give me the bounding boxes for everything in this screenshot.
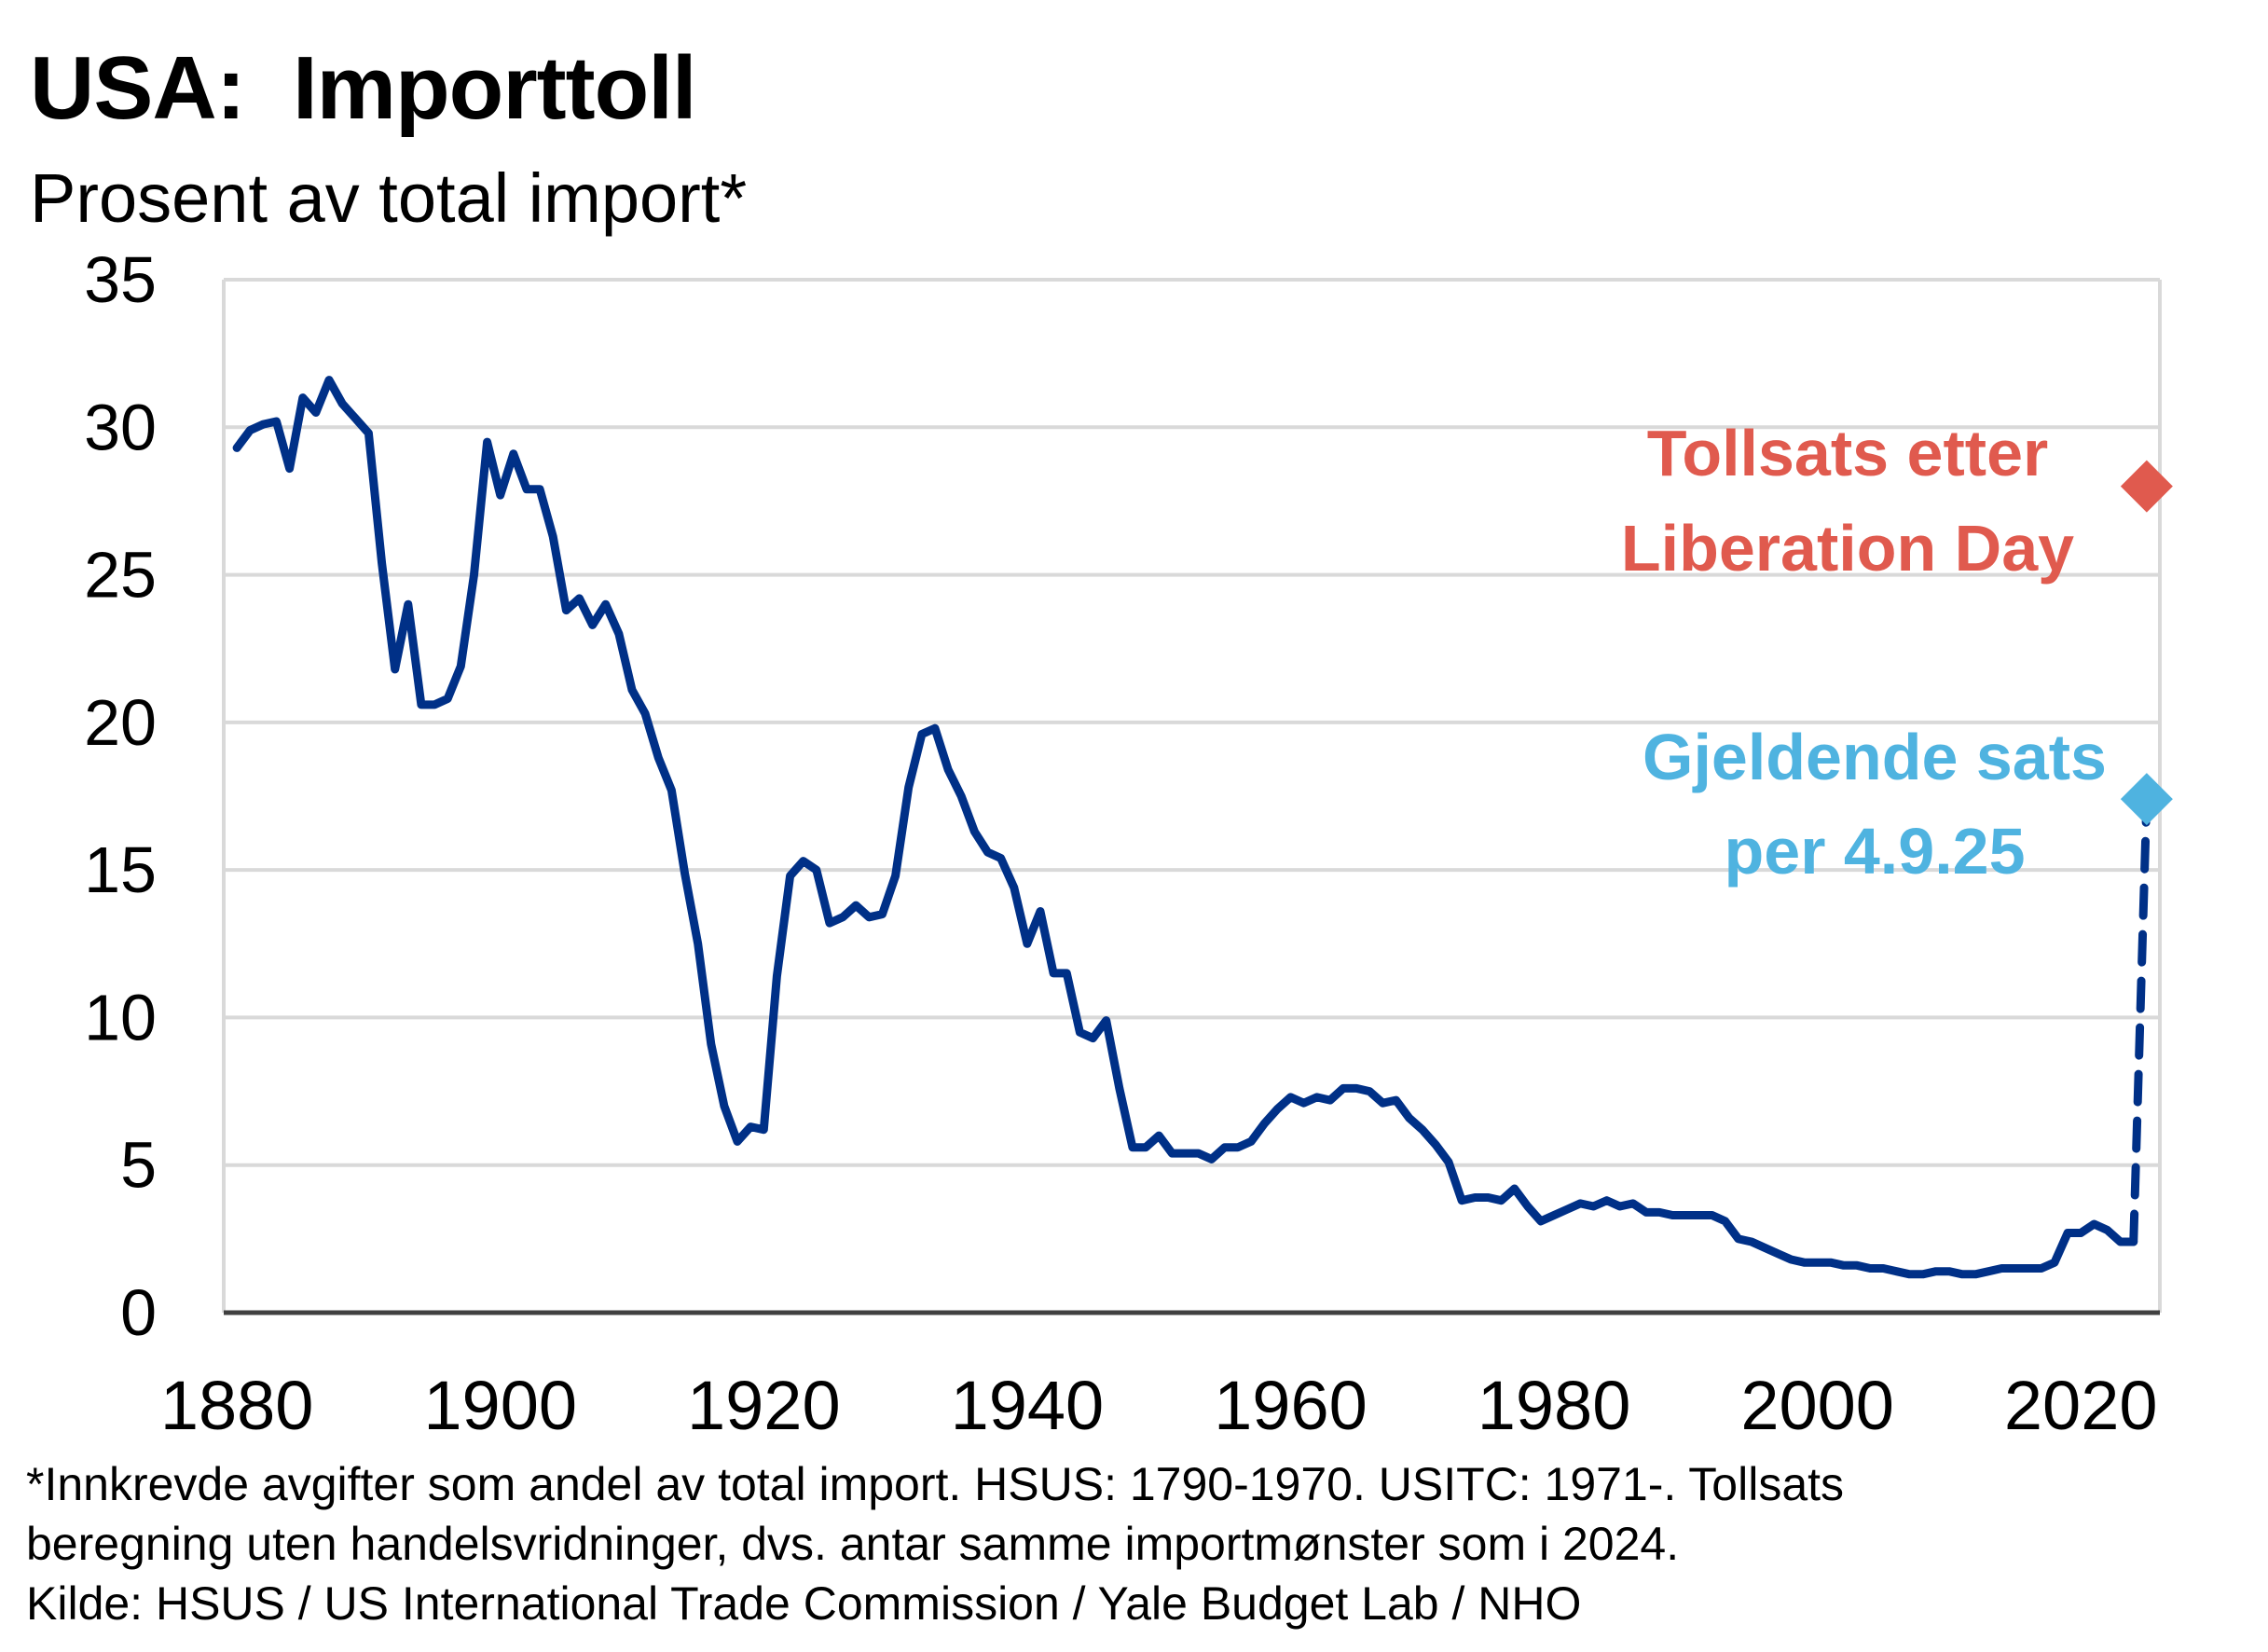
x-tick-label: 1960 (1214, 1367, 1368, 1444)
y-tick-label: 35 (84, 243, 157, 316)
x-tick-label: 1980 (1478, 1367, 1631, 1444)
diamond-marker (2120, 460, 2173, 513)
diamond-marker (2120, 773, 2173, 826)
y-tick-label: 15 (84, 833, 157, 906)
footnote-line-1: *Innkrevde avgifter som andel av total i… (26, 1458, 1845, 1510)
x-tick-label: 1900 (423, 1367, 577, 1444)
chart-title: USA: Importtoll (30, 38, 697, 138)
projection-dashed-line (2129, 794, 2151, 1246)
x-tick-label: 1880 (160, 1367, 314, 1444)
y-tick-label: 10 (84, 981, 157, 1053)
x-tick-label: 2020 (2004, 1367, 2158, 1444)
footnote-line-2: beregning uten handelsvridninger, dvs. a… (26, 1518, 1680, 1570)
marker-label: Tollsats etter (1647, 417, 2049, 489)
chart-subtitle: Prosent av total import* (30, 159, 748, 237)
y-tick-label: 5 (120, 1129, 157, 1202)
x-tick-label: 1940 (951, 1367, 1105, 1444)
y-tick-label: 20 (84, 686, 157, 759)
footnote-line-3: Kilde: HSUS / US International Trade Com… (26, 1577, 1582, 1630)
footnote: *Innkrevde avgifter som andel av total i… (26, 1454, 1844, 1633)
marker-label: per 4.9.25 (1725, 815, 2026, 888)
x-tick-label: 1920 (687, 1367, 841, 1444)
y-tick-label: 0 (120, 1276, 157, 1349)
marker-label: Gjeldende sats (1643, 721, 2107, 793)
x-tick-label: 2000 (1740, 1367, 1894, 1444)
series-line (232, 376, 2138, 1279)
y-tick-label: 30 (84, 391, 157, 463)
y-tick-label: 25 (84, 539, 157, 612)
marker-label: Liberation Day (1621, 512, 2074, 585)
